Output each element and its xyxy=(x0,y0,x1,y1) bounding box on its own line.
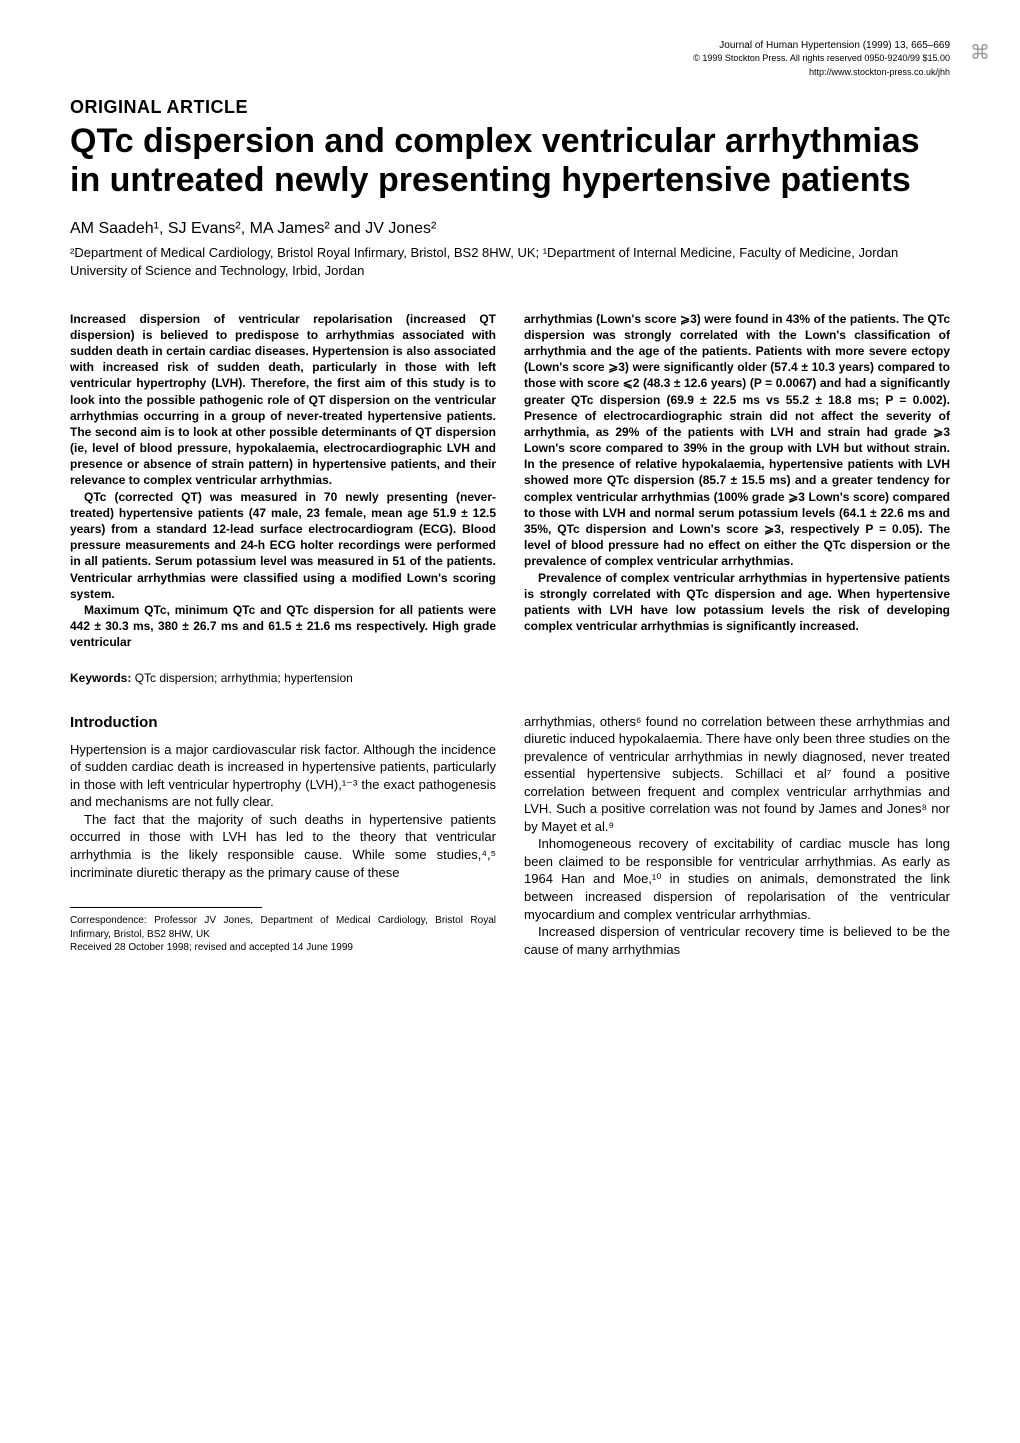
abstract-para: Prevalence of complex ventricular arrhyt… xyxy=(524,570,950,635)
body-para: The fact that the majority of such death… xyxy=(70,811,496,881)
publisher-logo: ⌘ xyxy=(970,40,990,65)
article-title: QTc dispersion and complex ventricular a… xyxy=(70,122,950,200)
abstract-left-column: Increased dispersion of ventricular repo… xyxy=(70,311,496,651)
journal-copyright: © 1999 Stockton Press. All rights reserv… xyxy=(70,53,950,63)
correspondence-line: Correspondence: Professor JV Jones, Depa… xyxy=(70,914,496,941)
correspondence-divider xyxy=(70,907,262,908)
abstract-para: Maximum QTc, minimum QTc and QTc dispers… xyxy=(70,602,496,651)
keywords-text: QTc dispersion; arrhythmia; hypertension xyxy=(131,671,352,685)
article-type: ORIGINAL ARTICLE xyxy=(70,97,950,118)
body-container: Introduction Hypertension is a major car… xyxy=(70,713,950,959)
abstract-para: Increased dispersion of ventricular repo… xyxy=(70,311,496,489)
correspondence-line: Received 28 October 1998; revised and ac… xyxy=(70,941,496,955)
body-right-column: arrhythmias, others⁶ found no correlatio… xyxy=(524,713,950,959)
section-heading-introduction: Introduction xyxy=(70,713,496,733)
body-para: Hypertension is a major cardiovascular r… xyxy=(70,741,496,811)
body-left-column: Introduction Hypertension is a major car… xyxy=(70,713,496,959)
keywords-label: Keywords: xyxy=(70,671,131,685)
abstract-para: QTc (corrected QT) was measured in 70 ne… xyxy=(70,489,496,602)
abstract-para: arrhythmias (Lown's score ⩾3) were found… xyxy=(524,311,950,570)
journal-url: http://www.stockton-press.co.uk/jhh xyxy=(70,67,950,77)
body-para: Inhomogeneous recovery of excitability o… xyxy=(524,835,950,923)
keywords-line: Keywords: QTc dispersion; arrhythmia; hy… xyxy=(70,671,950,685)
abstract-right-column: arrhythmias (Lown's score ⩾3) were found… xyxy=(524,311,950,651)
affiliations: ²Department of Medical Cardiology, Brist… xyxy=(70,244,950,280)
journal-citation: Journal of Human Hypertension (1999) 13,… xyxy=(70,40,950,51)
correspondence-block: Correspondence: Professor JV Jones, Depa… xyxy=(70,914,496,955)
body-para: Increased dispersion of ventricular reco… xyxy=(524,923,950,958)
abstract-container: Increased dispersion of ventricular repo… xyxy=(70,311,950,651)
body-para: arrhythmias, others⁶ found no correlatio… xyxy=(524,713,950,836)
author-list: AM Saadeh¹, SJ Evans², MA James² and JV … xyxy=(70,220,950,238)
